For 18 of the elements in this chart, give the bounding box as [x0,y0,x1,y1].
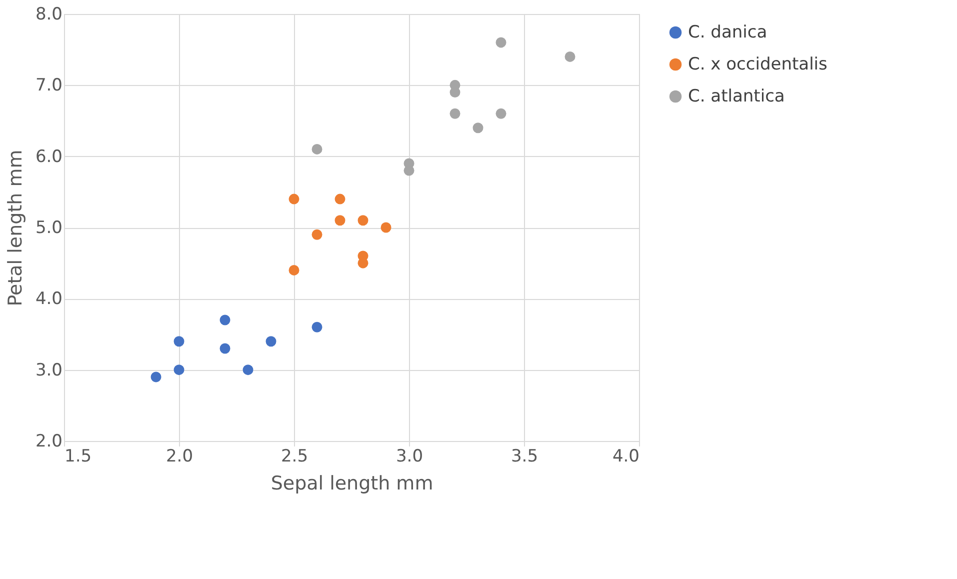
x-tick-label: 3.5 [510,446,538,466]
y-axis-title: Petal length mm [4,150,26,306]
y-tick-label: 2.0 [35,432,62,452]
x-tick-label: 4.0 [612,446,640,466]
x-axis-title: Sepal length mm [270,472,434,494]
x-tick-label: 1.5 [64,446,92,466]
x-tick-label: 3.0 [396,446,424,466]
y-tick-label: 4.0 [35,289,62,310]
y-tick-label: 3.0 [35,360,62,380]
y-tick-label: 6.0 [35,146,62,167]
legend-label: C. x occidentalis [688,54,828,74]
legend-label: C. danica [688,22,768,42]
legend-label: C. atlantica [688,86,785,106]
y-tick-label: 7.0 [35,76,62,96]
y-tick-label: 5.0 [35,218,62,238]
y-tick-label: 8.0 [35,4,62,24]
x-tick-label: 2.0 [166,446,194,466]
x-tick-label: 2.5 [280,446,308,466]
